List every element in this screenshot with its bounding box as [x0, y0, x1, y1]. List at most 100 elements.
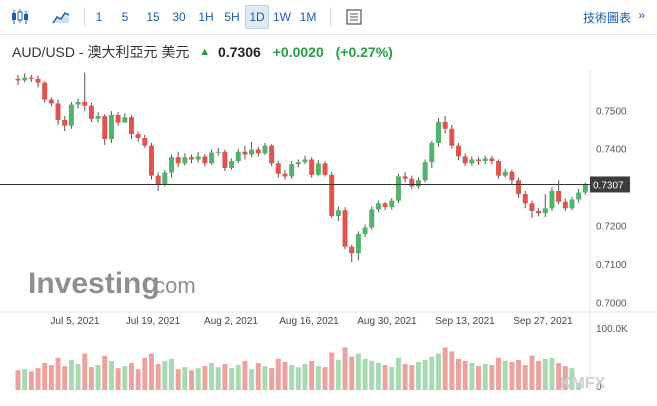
candle — [369, 206, 375, 230]
candle-body — [148, 145, 154, 176]
candle — [435, 118, 441, 147]
candle — [195, 151, 201, 163]
settings-list-icon[interactable] — [343, 6, 365, 28]
volume-bar — [28, 371, 34, 390]
candle-body — [409, 178, 415, 187]
candle — [282, 169, 288, 180]
candle-body — [142, 137, 148, 146]
volume-bar — [68, 359, 74, 390]
volume-bar — [182, 367, 188, 390]
volume-bar — [195, 368, 201, 390]
candle — [496, 159, 502, 179]
period-1m[interactable]: 1M — [299, 10, 317, 24]
candle-body — [469, 159, 475, 164]
candle-body — [202, 156, 208, 164]
candle — [516, 177, 522, 198]
period-1d[interactable]: 1D — [245, 5, 269, 29]
volume-bar — [349, 356, 355, 390]
period-5h[interactable]: 5H — [224, 10, 240, 24]
candle — [569, 196, 575, 211]
candlestick-icon[interactable] — [8, 6, 30, 28]
volume-bars — [15, 347, 582, 390]
candle — [42, 81, 48, 103]
volume-bar — [489, 365, 495, 390]
volume-bar — [88, 367, 94, 390]
volume-bar — [122, 366, 128, 390]
volume-bar — [115, 368, 121, 390]
volume-bar — [556, 362, 562, 390]
candle-body — [215, 151, 221, 153]
volume-bar — [435, 353, 441, 390]
period-1[interactable]: 1 — [95, 10, 103, 24]
volume-bar — [142, 357, 148, 390]
y-tick-label: 0.7200 — [596, 222, 627, 233]
candle — [375, 200, 381, 213]
period-1h[interactable]: 1H — [198, 10, 214, 24]
candle-body — [269, 145, 275, 164]
candle — [429, 141, 435, 168]
volume-bar — [442, 347, 448, 390]
candle-body — [549, 191, 555, 209]
volume-bar — [155, 364, 161, 390]
candle — [322, 161, 328, 177]
x-tick-label: Aug 16, 2021 — [279, 316, 339, 327]
candle-body — [375, 203, 381, 210]
candle — [549, 187, 555, 211]
candle — [289, 161, 295, 179]
candle-body — [556, 191, 562, 202]
candle — [576, 189, 582, 203]
volume-bar — [322, 367, 328, 390]
candle — [82, 72, 88, 112]
double-chevron-right-icon[interactable]: » — [638, 8, 645, 22]
candle — [482, 155, 488, 165]
candle — [128, 114, 134, 140]
candle-body — [262, 145, 268, 154]
period-30[interactable]: 30 — [172, 10, 186, 24]
volume-bar — [502, 360, 508, 390]
candle-body — [456, 145, 462, 157]
candle-body — [442, 121, 448, 129]
candle — [395, 173, 401, 204]
candle — [489, 155, 495, 165]
candle — [309, 157, 315, 178]
candle-body — [189, 157, 195, 160]
volume-bar — [315, 366, 321, 390]
candle — [62, 116, 68, 132]
candle-body — [369, 209, 375, 228]
candle-body — [562, 201, 568, 209]
area-chart-icon[interactable] — [50, 6, 72, 28]
candle — [522, 191, 528, 209]
candle — [182, 153, 188, 166]
volume-bar — [48, 365, 54, 390]
technical-chart-link[interactable]: 技術圖表 — [582, 11, 631, 25]
period-15[interactable]: 15 — [146, 10, 160, 24]
volume-bar — [229, 368, 235, 390]
volume-axis-label: 100.0K — [596, 324, 628, 335]
candles — [15, 72, 588, 263]
volume-bar — [242, 360, 248, 390]
candle-body — [108, 114, 114, 140]
x-tick-label: Aug 30, 2021 — [357, 316, 417, 327]
candle-body — [62, 119, 68, 126]
candle-body — [509, 171, 515, 181]
candle-body — [429, 142, 435, 163]
candle — [88, 102, 94, 122]
candle-body — [169, 157, 175, 173]
volume-bar — [249, 369, 255, 390]
y-tick-label: 0.7000 — [596, 298, 627, 309]
period-5[interactable]: 5 — [121, 10, 129, 24]
x-tick-label: Jul 5, 2021 — [51, 316, 100, 327]
candle — [462, 153, 468, 167]
candle-body — [42, 82, 48, 100]
x-tick-label: Aug 2, 2021 — [204, 316, 258, 327]
period-1w[interactable]: 1W — [273, 10, 291, 24]
kmfx-watermark: KMFX — [560, 375, 606, 392]
candle-body — [15, 78, 21, 81]
volume-bar — [202, 366, 208, 390]
price-change-percent: (+0.27%) — [335, 44, 393, 60]
volume-bar — [102, 355, 108, 390]
candle — [329, 171, 335, 218]
candle-body — [522, 194, 528, 204]
candle-body — [75, 101, 81, 105]
candle — [342, 207, 348, 250]
